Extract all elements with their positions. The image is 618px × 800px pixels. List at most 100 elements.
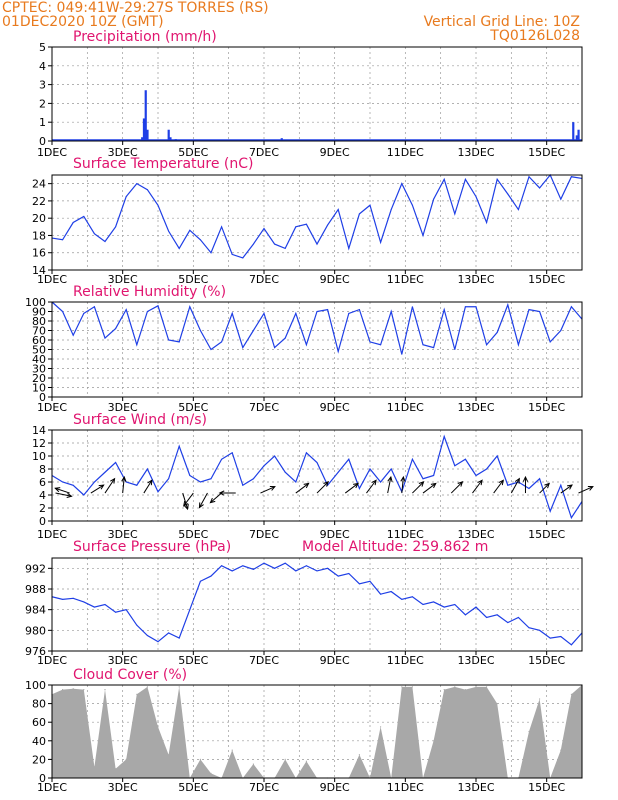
humidity-ytick-label: 80 <box>32 315 46 328</box>
wind-arrow-head <box>98 484 105 490</box>
temp-title: Surface Temperature (nC) <box>73 156 254 172</box>
temp-point <box>475 196 477 198</box>
humidity-point <box>549 341 551 343</box>
temp-point <box>221 226 223 228</box>
wind-arrow-head <box>110 477 116 484</box>
wind-point <box>168 478 170 480</box>
cloud-point <box>168 754 170 756</box>
cloud-point <box>199 758 201 761</box>
temp-point <box>570 176 572 178</box>
wind-arrow-head <box>587 485 594 491</box>
wind-xtick-label: 11DEC <box>387 528 424 541</box>
wind-arrow-head <box>498 479 504 486</box>
wind-point <box>560 484 562 486</box>
temp-ytick-label: 14 <box>32 264 46 277</box>
temp-point <box>443 178 445 180</box>
wind-ytick-label: 6 <box>39 476 46 489</box>
wind-arrow-head <box>371 479 377 486</box>
cloud-point <box>496 703 498 705</box>
wind-ytick-label: 14 <box>32 424 46 437</box>
temp-point <box>390 209 392 211</box>
humidity-point <box>507 304 509 306</box>
pressure-point <box>93 606 95 608</box>
humidity-point <box>199 330 201 331</box>
pressure-point <box>242 565 244 567</box>
cloud-ytick-label: 100 <box>25 679 46 692</box>
humidity-line <box>51 301 583 355</box>
cloud-point <box>464 689 466 691</box>
temp-point <box>358 213 360 215</box>
pressure-point <box>475 606 477 608</box>
wind-point <box>305 452 307 454</box>
pressure-point <box>125 609 127 611</box>
wind-arrow <box>472 479 483 494</box>
cloud-ytick-label: 80 <box>32 698 46 711</box>
wind-point <box>411 458 413 460</box>
humidity-ytick-label: 50 <box>32 344 46 357</box>
temp-point <box>199 239 201 241</box>
precip-xtick-label: 5DEC <box>178 146 208 159</box>
pressure-point <box>560 636 562 638</box>
humidity-point <box>486 344 488 346</box>
cloud-point <box>146 686 148 688</box>
humidity-point <box>284 337 286 339</box>
wind-arrow <box>387 476 392 494</box>
cloud-point <box>83 689 85 691</box>
wind-arrow-head <box>121 475 127 482</box>
cloud-xtick-label: 9DEC <box>320 781 350 794</box>
precip-ytick-label: 2 <box>39 97 46 110</box>
wind-arrow <box>539 483 550 494</box>
pressure-ytick-label: 992 <box>25 562 46 575</box>
wind-title: Surface Wind (m/s) <box>73 412 207 428</box>
temp-point <box>422 234 424 236</box>
pressure-point <box>454 604 456 605</box>
temp-point <box>242 257 244 259</box>
temp-point <box>327 224 329 226</box>
wind-arrow-head <box>218 490 225 496</box>
pressure-point <box>189 609 191 611</box>
humidity-point <box>62 311 64 312</box>
pressure-point <box>305 565 307 567</box>
header-date: 01DEC2020 10Z (GMT) <box>2 14 164 30</box>
wind-arrow-head <box>198 502 204 509</box>
humidity-point <box>83 312 85 314</box>
humidity-ytick-label: 70 <box>32 325 46 338</box>
wind-arrow-head <box>514 477 520 484</box>
wind-point <box>433 475 435 476</box>
temp-point <box>337 209 339 211</box>
wind-xtick-label: 13DEC <box>457 528 494 541</box>
wind-arrow <box>450 481 463 494</box>
cloud-title: Cloud Cover (%) <box>73 667 187 683</box>
temp-point <box>517 209 519 211</box>
wind-arrow <box>122 477 125 494</box>
pressure-point <box>380 593 382 595</box>
wind-point <box>242 484 244 486</box>
temp-ytick-label: 20 <box>32 212 46 225</box>
humidity-point <box>72 334 74 336</box>
humidity-point <box>348 312 350 314</box>
pressure-point <box>433 601 435 603</box>
temp-point <box>136 183 138 185</box>
cloud-point <box>178 686 180 688</box>
wind-point <box>539 478 541 480</box>
humidity-point <box>454 349 456 350</box>
precip-bar <box>141 137 144 141</box>
humidity-point <box>115 328 117 330</box>
humidity-xtick-label: 13DEC <box>457 401 494 414</box>
wind-arrow-head <box>522 475 529 482</box>
temp-point <box>189 229 191 231</box>
temp-point <box>146 189 148 191</box>
humidity-point <box>475 306 477 308</box>
humidity-point <box>443 309 445 311</box>
wind-frame <box>51 429 583 522</box>
cloud-point <box>72 688 74 690</box>
cloud-xtick-label: 15DEC <box>528 781 565 794</box>
header-station: CPTEC: 049:41W-29:27S TORRES (RS) <box>2 0 269 16</box>
precip-xtick-label: 3DEC <box>108 146 138 159</box>
humidity-point <box>221 341 223 343</box>
humidity-point <box>305 344 307 346</box>
humidity-xtick-label: 15DEC <box>528 401 565 414</box>
pressure-point <box>157 641 159 643</box>
cloud-point <box>305 760 307 762</box>
temp-point <box>401 183 403 185</box>
